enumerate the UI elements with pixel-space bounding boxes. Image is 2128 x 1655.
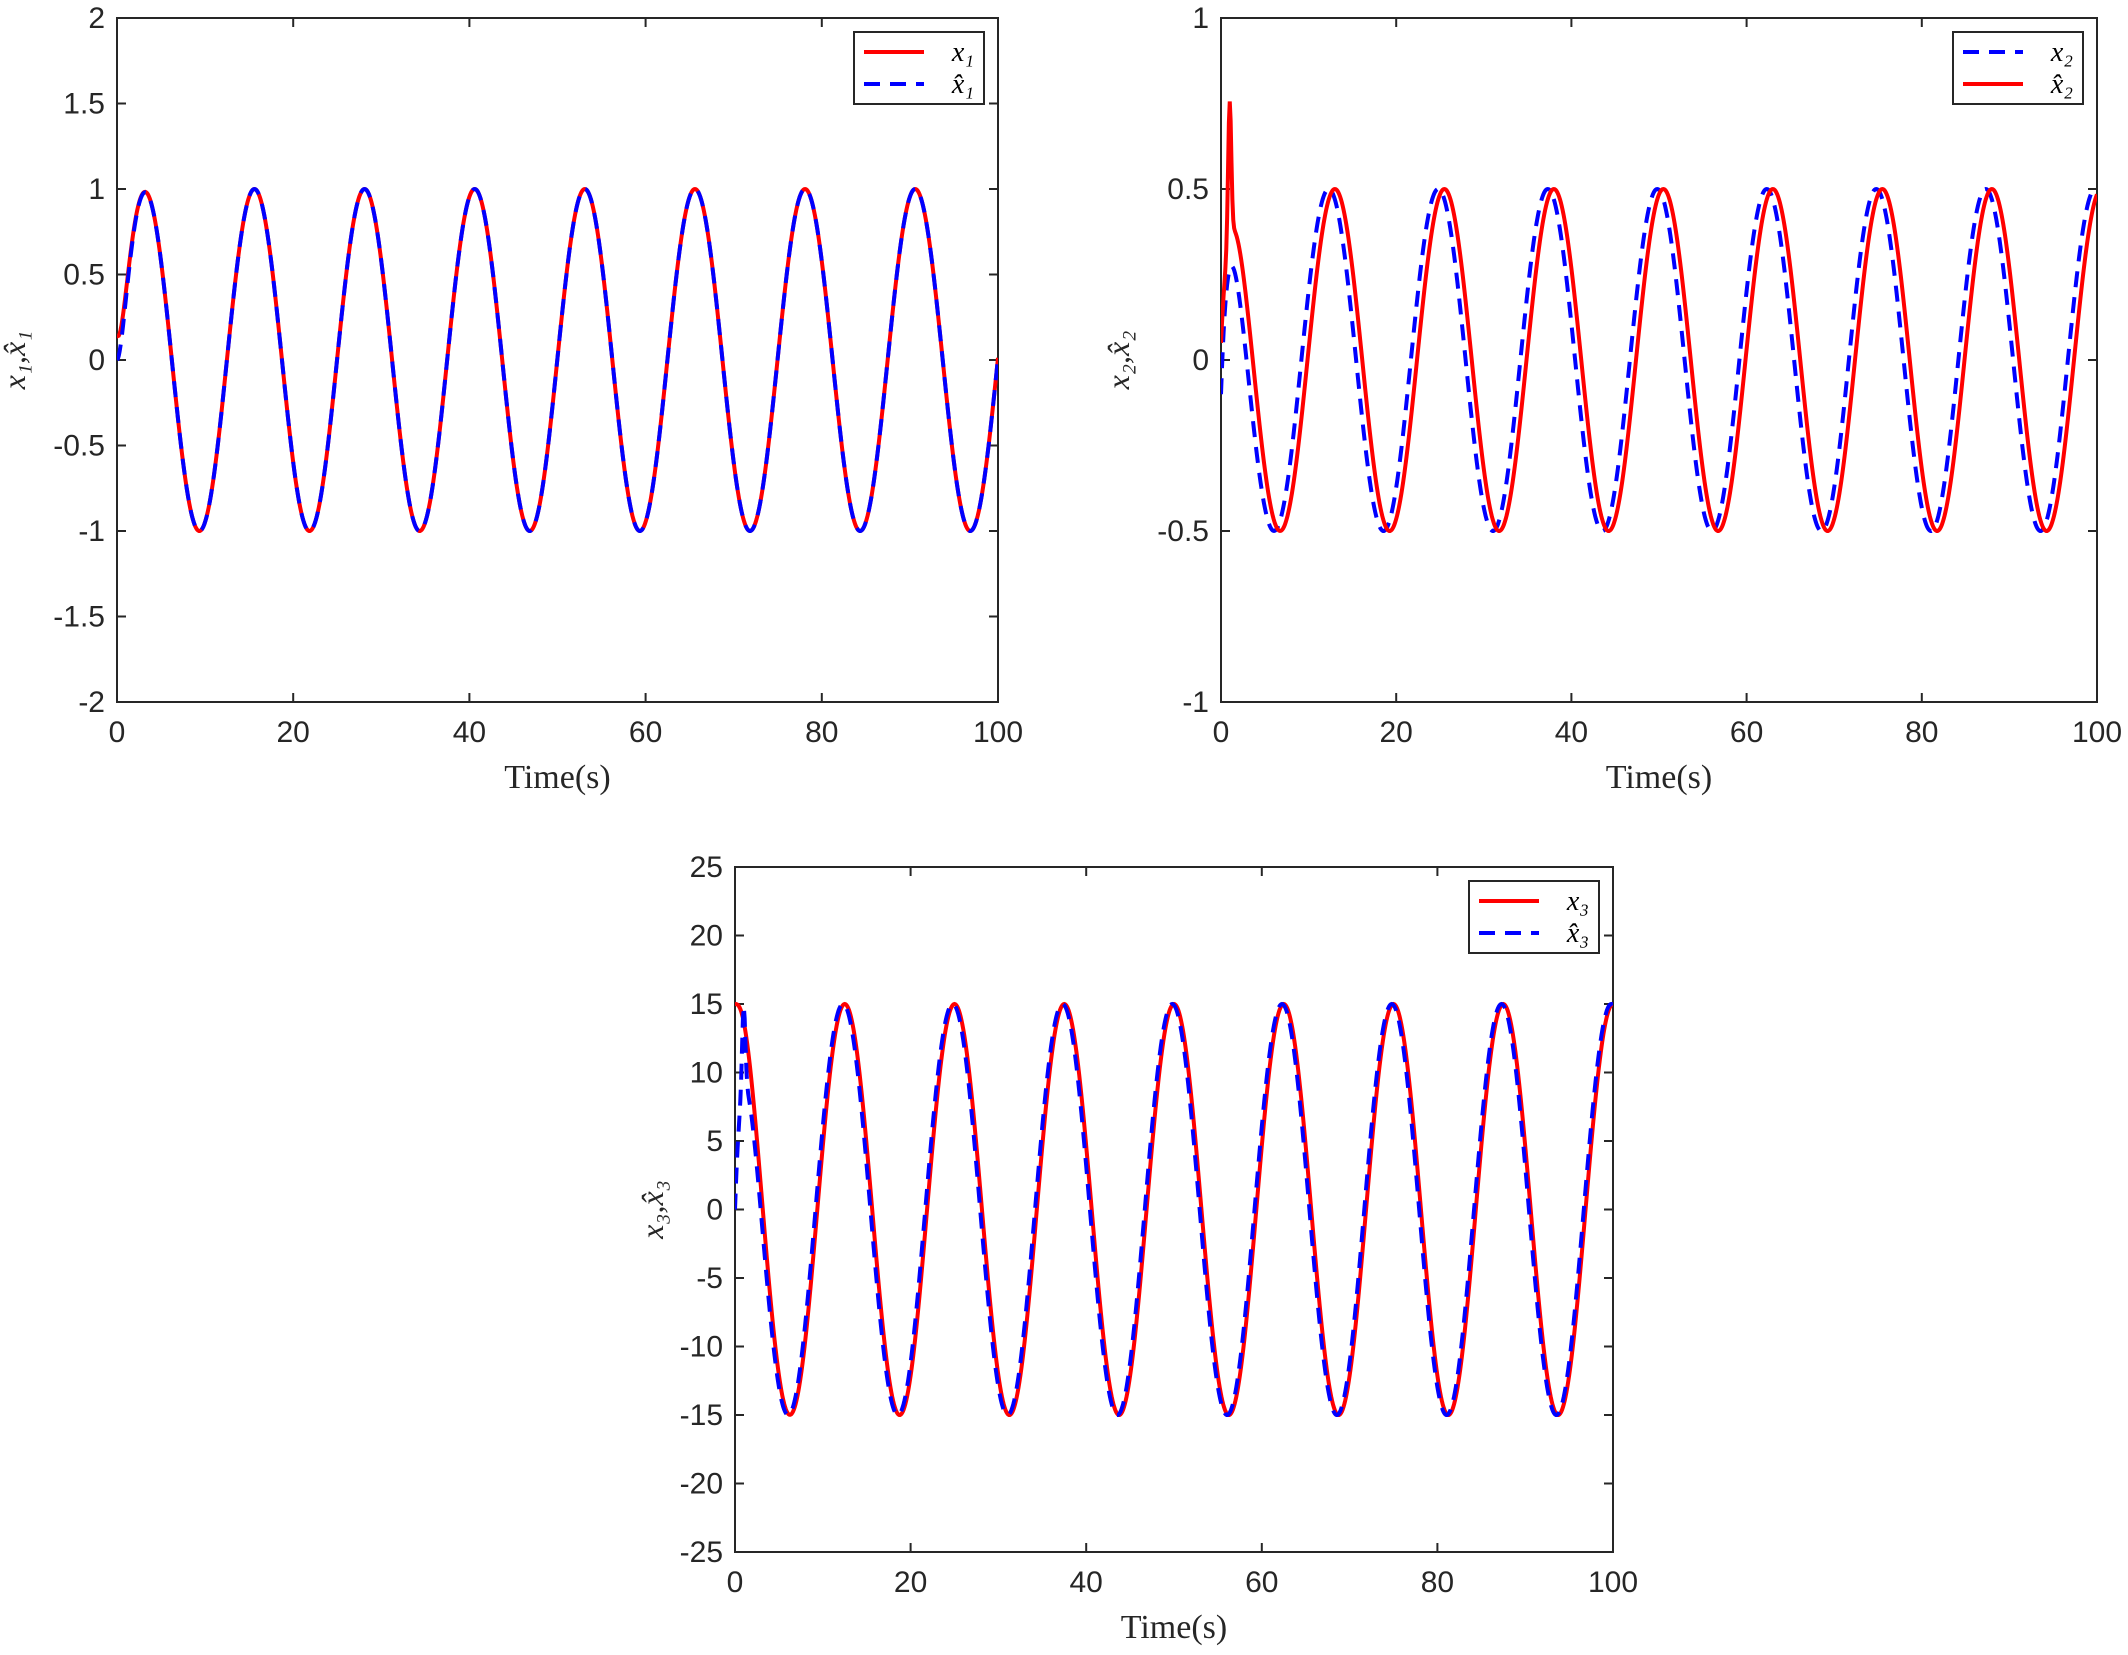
y-tick-label: -25 [680,1536,723,1569]
series-line-2 [117,186,998,533]
x-tick-label: 60 [629,716,662,749]
y-axis-label: x₁,x̂₁ [0,331,32,391]
y-tick-label: -0.5 [53,430,105,463]
x-tick-label: 60 [1730,716,1763,749]
y-tick-label: 20 [690,920,723,953]
y-tick-label: 15 [690,988,723,1021]
x-tick-label: 60 [1245,1566,1278,1599]
x-tick-label: 0 [1213,716,1230,749]
y-tick-label: -1 [78,515,105,548]
y-tick-label: 0 [88,344,105,377]
axes-frame [734,866,1614,1553]
series-line-1 [1221,186,2097,533]
x-tick-label: 0 [109,716,126,749]
x-tick-label: 80 [1421,1566,1454,1599]
y-tick-label: 1.5 [63,88,105,121]
legend-entry-2: x̂₃ [1566,918,1589,949]
legend-entry-1: x₁ [951,37,974,68]
y-tick-label: -1.5 [53,601,105,634]
y-tick-label: -10 [680,1331,723,1364]
x-tick-label: 100 [2072,716,2122,749]
y-tick-label: -1 [1182,686,1209,719]
plot-x2: 0 20 40 60 80 100 -1 -0.5 0 0.5 1 Time(s) x₂,x̂₂ x₂x̂… [1100,2,2122,796]
x-tick-label: 0 [727,1566,744,1599]
y-tick-label: -15 [680,1399,723,1432]
x-tick-label: 20 [277,716,310,749]
y-tick-label: 1 [1192,2,1209,35]
y-tick-label: 0 [1192,344,1209,377]
legend-box [1468,880,1600,954]
legend-entry-2: x̂₂ [2050,69,2073,100]
legend-entry-1: x₂ [2050,37,2073,68]
y-tick-label: -0.5 [1157,515,1209,548]
y-tick-label: 0.5 [63,259,105,292]
x-tick-label: 20 [894,1566,927,1599]
y-tick-label: -20 [680,1468,723,1501]
x-axis-label: Time(s) [1606,759,1712,796]
plot-x3: 0 20 40 60 80 100 -25 -20 -15 -10 -5 0 5 10 15 20 25 Time… [634,851,1638,1646]
y-tick-label: 25 [690,851,723,884]
plot-x1: 0 20 40 60 80 100 -2 -1.5 -1 -0.5 0 0.5 1 1.5 2 Time(s)… [0,2,1023,796]
legend-entry-2: x̂₁ [951,69,974,100]
x-tick-label: 100 [973,716,1023,749]
y-tick-label: -2 [78,686,105,719]
y-tick-label: 0.5 [1167,173,1209,206]
x-tick-label: 80 [805,716,838,749]
x-tick-label: 40 [453,716,486,749]
x-tick-label: 20 [1380,716,1413,749]
x-tick-label: 40 [1070,1566,1103,1599]
y-tick-label: 1 [88,173,105,206]
x-axis-label: Time(s) [504,759,610,796]
x-tick-label: 40 [1555,716,1588,749]
y-tick-label: 5 [706,1125,723,1158]
y-tick-label: 10 [690,1057,723,1090]
series-line-2 [1221,101,2097,533]
x-axis-label: Time(s) [1121,1609,1227,1646]
x-tick-label: 100 [1588,1566,1638,1599]
series-line-2 [735,1001,1613,1417]
legend-box [1952,31,2084,105]
legend-box [853,31,985,105]
y-tick-label: 2 [88,2,105,35]
y-tick-label: 0 [706,1194,723,1227]
y-axis-label: x₃,x̂₃ [634,1180,670,1240]
legend-entry-1: x₃ [1566,886,1589,917]
axes-frame [1220,17,2098,703]
x-tick-label: 80 [1905,716,1938,749]
y-axis-label: x₂,x̂₂ [1100,331,1136,391]
y-tick-label: -5 [696,1262,723,1295]
